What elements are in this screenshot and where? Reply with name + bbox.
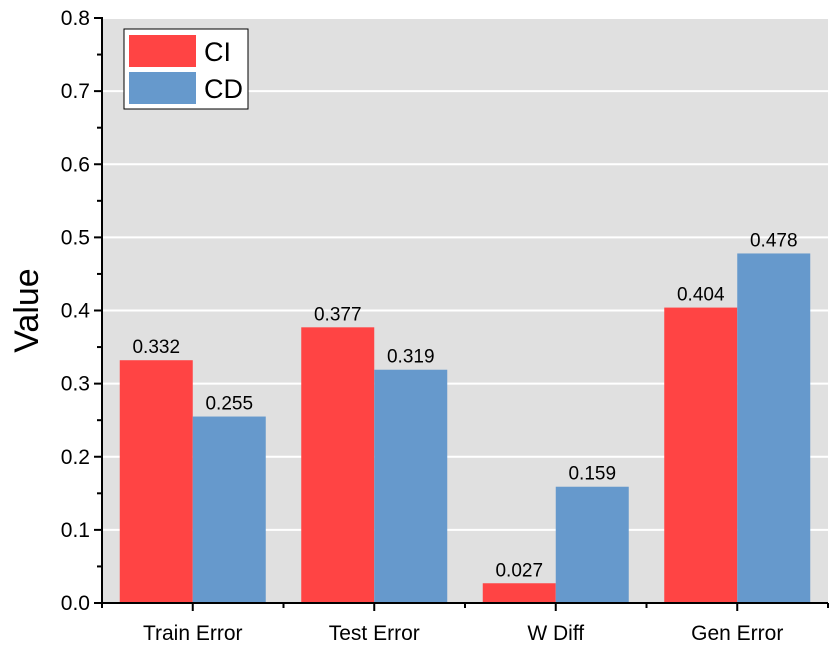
legend-swatch-ci (129, 35, 196, 67)
bar-cd-2 (555, 486, 629, 603)
legend-label-cd: CD (204, 74, 243, 104)
y-tick-label: 0.5 (61, 226, 90, 249)
bar-ci-2 (482, 583, 556, 603)
data-label-ci-0: 0.332 (132, 337, 180, 358)
x-tick-label: Train Error (143, 622, 243, 645)
data-label-cd-2: 0.159 (568, 464, 616, 485)
bar-ci-3 (664, 307, 738, 603)
data-label-ci-1: 0.377 (314, 304, 362, 325)
legend: CI CD (123, 28, 249, 110)
y-tick-label: 0.8 (61, 7, 90, 30)
legend-label-ci: CI (204, 37, 231, 67)
data-label-ci-3: 0.404 (677, 285, 725, 306)
x-axis: Train Error Test Error W Diff Gen Error (101, 602, 829, 645)
y-tick-label: 0.1 (61, 519, 90, 542)
x-tick-label: W Diff (527, 622, 584, 645)
bar-cd-3 (737, 253, 811, 603)
data-label-cd-3: 0.478 (750, 230, 798, 251)
y-axis-label: Value (8, 268, 46, 352)
bar-cd-1 (374, 369, 448, 603)
y-tick-label: 0.0 (61, 592, 90, 615)
y-tick-label: 0.6 (61, 153, 90, 176)
data-label-cd-0: 0.255 (205, 394, 253, 415)
y-tick-label: 0.7 (61, 80, 90, 103)
legend-swatch-cd (129, 72, 196, 104)
bar-ci-0 (119, 360, 193, 603)
bars (119, 253, 811, 603)
x-tick-label: Gen Error (691, 622, 783, 645)
x-tick-label: Test Error (329, 622, 420, 645)
data-labels: 0.332 0.377 0.027 0.404 0.255 0.319 0.159 0.478 (132, 230, 797, 581)
y-tick-label: 0.3 (61, 373, 90, 396)
y-tick-label: 0.4 (61, 300, 91, 323)
y-tick-label: 0.2 (61, 446, 90, 469)
bar-ci-1 (301, 327, 375, 603)
data-label-ci-2: 0.027 (495, 560, 543, 581)
y-axis: 0.0 0.1 0.2 0.3 0.4 0.5 0.6 0.7 0.8 (61, 7, 103, 615)
data-label-cd-1: 0.319 (387, 347, 435, 368)
bar-cd-0 (192, 416, 266, 603)
